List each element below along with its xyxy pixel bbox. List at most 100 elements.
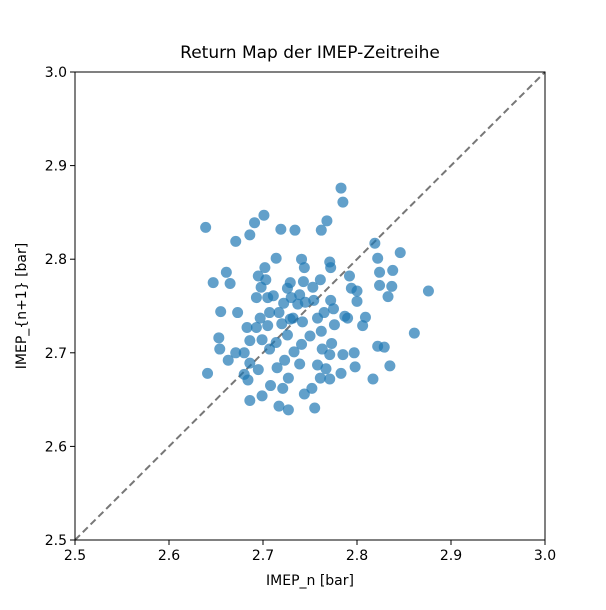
y-tick-label: 2.5	[45, 533, 67, 549]
point	[273, 400, 285, 412]
point	[314, 372, 326, 384]
point	[252, 364, 264, 376]
point	[277, 382, 289, 394]
point	[351, 285, 363, 297]
point	[309, 402, 321, 414]
point	[271, 362, 283, 374]
point	[315, 224, 327, 236]
point	[335, 367, 347, 379]
point	[299, 296, 311, 308]
point	[325, 294, 337, 306]
point	[224, 278, 236, 290]
point	[306, 382, 318, 394]
point	[382, 291, 394, 303]
reference-line	[74, 71, 546, 541]
point	[249, 217, 261, 229]
y-axis-label: IMEP_{n+1} [bar]	[14, 243, 30, 369]
x-tick-label: 3.0	[534, 548, 556, 564]
point	[296, 316, 308, 328]
point	[422, 285, 434, 297]
point	[335, 182, 347, 194]
point	[279, 354, 291, 366]
point	[316, 343, 328, 355]
x-tick-label: 2.5	[64, 548, 86, 564]
point	[285, 292, 297, 304]
point	[369, 237, 381, 249]
x-tick-label: 2.6	[158, 548, 180, 564]
point	[264, 307, 276, 319]
point	[320, 363, 332, 375]
point	[394, 247, 406, 259]
point	[238, 347, 250, 359]
point	[294, 289, 306, 301]
point	[312, 312, 324, 324]
point	[238, 368, 250, 380]
point	[348, 347, 360, 359]
y-tick-label: 2.8	[45, 252, 67, 268]
point	[314, 274, 326, 286]
point	[259, 262, 271, 274]
point	[294, 358, 306, 370]
y-tick-label: 3.0	[45, 65, 67, 81]
point	[372, 252, 384, 264]
point	[312, 359, 324, 371]
point	[273, 307, 285, 319]
point	[359, 311, 371, 323]
point	[252, 270, 264, 282]
point	[278, 297, 290, 309]
point	[250, 322, 262, 334]
point	[328, 303, 339, 315]
point	[367, 373, 379, 385]
point	[351, 295, 363, 307]
point	[284, 313, 296, 325]
plot-frame	[74, 71, 546, 541]
y-tick-label: 2.9	[45, 159, 67, 175]
point	[321, 215, 333, 227]
point	[244, 335, 256, 347]
point	[298, 388, 310, 400]
chart-title: Return Map der IMEP-Zeitreihe	[180, 43, 440, 63]
x-tick-label: 2.9	[440, 548, 462, 564]
point	[230, 347, 242, 359]
point	[220, 266, 232, 278]
point	[275, 223, 287, 235]
point	[374, 279, 386, 291]
point	[232, 307, 244, 319]
point	[215, 306, 227, 318]
point	[386, 280, 398, 292]
point	[378, 341, 390, 353]
point	[296, 253, 308, 265]
point	[267, 290, 279, 302]
point	[384, 360, 396, 372]
point	[282, 404, 294, 416]
x-tick-label: 2.7	[252, 548, 274, 564]
point	[326, 337, 338, 349]
point	[276, 318, 288, 330]
point	[324, 373, 336, 385]
point	[256, 334, 268, 346]
point	[230, 235, 242, 247]
point	[262, 320, 274, 332]
point	[315, 325, 327, 337]
point	[244, 395, 256, 407]
point	[343, 270, 355, 282]
point	[241, 322, 253, 334]
point	[270, 252, 282, 264]
point	[325, 262, 337, 274]
point	[328, 319, 340, 331]
point	[281, 329, 293, 341]
point	[324, 349, 336, 361]
point	[308, 294, 320, 306]
point	[304, 330, 316, 342]
x-tick-label: 2.8	[346, 548, 368, 564]
point	[387, 264, 399, 276]
point	[256, 390, 268, 402]
y-tick-label: 2.7	[45, 346, 67, 362]
point	[307, 281, 319, 293]
point	[250, 292, 262, 304]
point	[244, 229, 256, 241]
x-axis-label: IMEP_n [bar]	[266, 573, 354, 589]
point	[214, 343, 226, 355]
point	[298, 262, 310, 274]
